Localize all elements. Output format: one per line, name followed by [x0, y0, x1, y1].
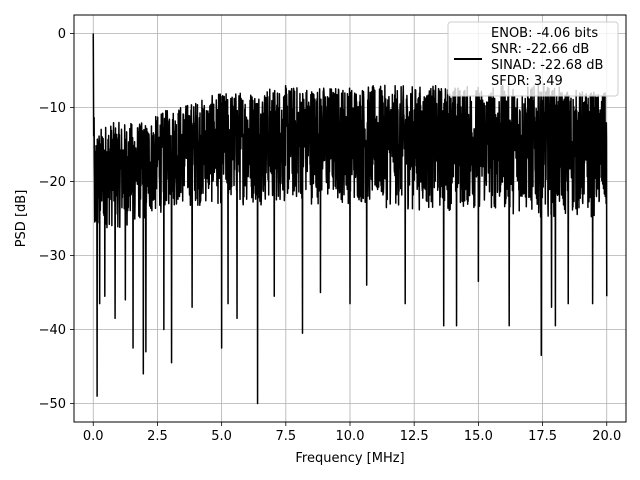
x-tick-label: 10.0	[336, 429, 365, 444]
y-tick-label: −20	[39, 175, 66, 190]
y-tick-label: −10	[39, 101, 66, 116]
psd-series-line	[92, 33, 608, 405]
x-tick-label: 0.0	[83, 429, 104, 444]
x-tick-label: 5.0	[211, 429, 232, 444]
plot-area	[92, 33, 608, 405]
x-tick-label: 15.0	[464, 429, 493, 444]
axis-ticks: 0.0 2.5 5.0 7.5 10.0 12.5 15.0 17.5 20.0 0 −10 −20 −…	[39, 27, 622, 444]
legend-entry: SINAD: -22.68 dB	[491, 58, 603, 73]
y-tick-label: −30	[39, 249, 66, 264]
legend-entry: ENOB: -4.06 bits	[491, 26, 598, 41]
legend-entry: SNR: -22.66 dB	[491, 42, 589, 57]
x-tick-label: 7.5	[275, 429, 296, 444]
x-axis-label: Frequency [MHz]	[295, 451, 404, 466]
y-axis-label: PSD [dB]	[14, 190, 29, 248]
x-tick-label: 12.5	[400, 429, 429, 444]
x-tick-label: 20.0	[592, 429, 621, 444]
legend-box	[447, 21, 619, 97]
x-tick-label: 2.5	[147, 429, 168, 444]
x-tick-label: 17.5	[528, 429, 557, 444]
legend-entry: SFDR: 3.49	[491, 74, 563, 89]
y-tick-label: 0	[58, 27, 66, 42]
y-tick-label: −50	[39, 397, 66, 412]
y-tick-label: −40	[39, 323, 66, 338]
